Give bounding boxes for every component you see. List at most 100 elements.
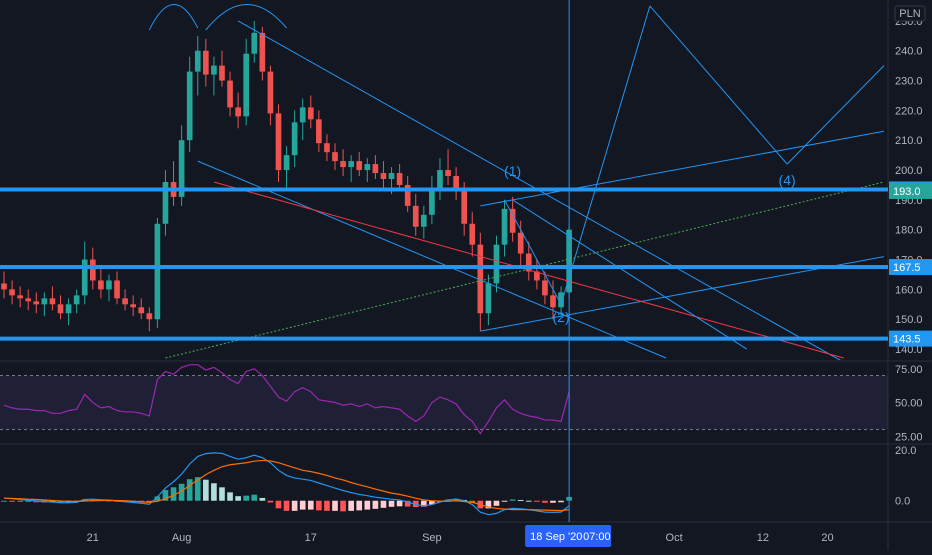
candle-body	[49, 298, 56, 305]
trend-channel-upper[interactable]	[237, 20, 884, 385]
candle-body	[211, 65, 217, 75]
candle-body	[420, 214, 427, 227]
candle-body	[372, 164, 379, 174]
macd-histogram-bar	[485, 500, 492, 509]
wave-leg-1-2[interactable]	[504, 199, 562, 305]
rsi-axis-tick: 50.00	[895, 398, 923, 410]
time-axis-tick: 12	[757, 532, 769, 544]
macd-histogram-bar	[380, 500, 387, 508]
candle-body	[203, 50, 209, 75]
macd-histogram-bar	[340, 500, 346, 512]
time-axis-tick: 21	[87, 532, 99, 544]
candle-body	[283, 155, 290, 171]
macd-histogram-bar	[211, 483, 217, 501]
candle-body	[299, 107, 306, 123]
candle-body	[17, 295, 23, 299]
price-flag-label: 143.5	[893, 334, 921, 346]
rsi-band-fill	[0, 375, 888, 430]
candle-body	[501, 208, 508, 245]
candle-body	[469, 223, 476, 245]
candle-body	[57, 304, 64, 314]
wave-leg-3-4[interactable]	[649, 5, 788, 165]
candle-body	[114, 280, 120, 299]
wave-label: (1)	[504, 163, 521, 179]
wave-labels-layer: (1) (2) (4)	[504, 163, 796, 325]
candle-body	[1, 283, 7, 290]
arc-annotation[interactable]	[205, 4, 287, 31]
macd-histogram-bar	[243, 495, 250, 501]
macd-histogram-bar	[404, 500, 411, 507]
macd-histogram-bar	[525, 500, 532, 502]
candle-body	[324, 143, 330, 153]
macd-axis-tick: 0.0	[895, 496, 910, 508]
candle-body	[235, 107, 241, 117]
macd-histogram-bar	[388, 500, 395, 507]
price-axis-tick: 160.0	[895, 284, 923, 296]
macd-histogram-bar	[291, 500, 298, 511]
candle-body	[259, 32, 266, 72]
time-axis-tick: Aug	[172, 532, 192, 544]
wave-leg-2-3[interactable]	[560, 5, 651, 305]
arc-annotation[interactable]	[148, 4, 199, 31]
price-axis-tick: 200.0	[895, 165, 923, 177]
macd-histogram-bar	[194, 477, 201, 501]
macd-histogram-bar	[170, 487, 177, 501]
trend-line-red[interactable]	[213, 181, 844, 359]
currency-badge[interactable]	[894, 5, 926, 22]
price-flag-bg	[889, 330, 932, 347]
time-axis[interactable]: 21Aug17Sep14Oct1220	[87, 532, 834, 544]
macd-histogram-bar	[364, 500, 371, 510]
candle-body	[485, 283, 492, 314]
trend-line-green-dotted[interactable]	[165, 181, 885, 359]
trend-line-upper-parallel[interactable]	[480, 130, 885, 207]
candle-body	[493, 244, 500, 284]
candle-body	[461, 190, 468, 224]
rsi-line	[3, 364, 570, 435]
price-axis-tick: 230.0	[895, 76, 923, 88]
candle-body	[33, 301, 40, 305]
candle-body	[251, 32, 258, 54]
candle-body	[267, 71, 274, 114]
wave-label: (2)	[553, 309, 570, 325]
candle-body	[364, 164, 371, 171]
trend-line-descending-wave[interactable]	[512, 199, 748, 350]
currency-label[interactable]: PLN	[899, 8, 920, 20]
macd-histogram-bar	[1, 500, 7, 502]
price-axis-tick: 140.0	[895, 344, 923, 356]
candle-body	[332, 152, 338, 162]
macd-histogram-bar	[57, 500, 64, 503]
time-axis-tick: 20	[821, 532, 833, 544]
candle-body	[316, 119, 322, 144]
candle-body	[89, 259, 96, 281]
candle-body	[130, 304, 136, 308]
candle-body	[219, 65, 225, 81]
candle-body	[445, 170, 451, 177]
candles-layer	[1, 20, 572, 332]
macd-histogram-bar	[307, 500, 314, 510]
macd-histogram-bar	[372, 500, 379, 509]
macd-histogram-bar	[299, 500, 306, 510]
candle-body	[348, 161, 354, 168]
macd-histogram-bar	[89, 499, 96, 501]
crosshair-date-label: 18 Sep '20	[530, 531, 582, 543]
candle-body	[534, 271, 540, 281]
macd-histogram-bar	[267, 500, 274, 503]
macd-histogram-bar	[509, 499, 516, 501]
time-axis-tick: Sep	[422, 532, 442, 544]
time-axis-tick: 17	[305, 532, 317, 544]
candle-body	[65, 304, 72, 314]
rsi-axis-tick: 75.00	[895, 364, 923, 376]
candle-body	[429, 187, 435, 215]
horizontal-lines-layer[interactable]	[0, 187, 888, 341]
trend-channel-lower[interactable]	[197, 160, 667, 359]
macd-histogram-bar	[259, 497, 266, 501]
macd-histogram-bar	[17, 500, 23, 502]
macd-histogram-bar	[186, 479, 193, 501]
wave-leg-4-5[interactable]	[786, 65, 885, 165]
macd-histogram-bar	[275, 500, 282, 509]
price-axis-tick: 150.0	[895, 314, 923, 326]
candle-body	[138, 307, 145, 314]
